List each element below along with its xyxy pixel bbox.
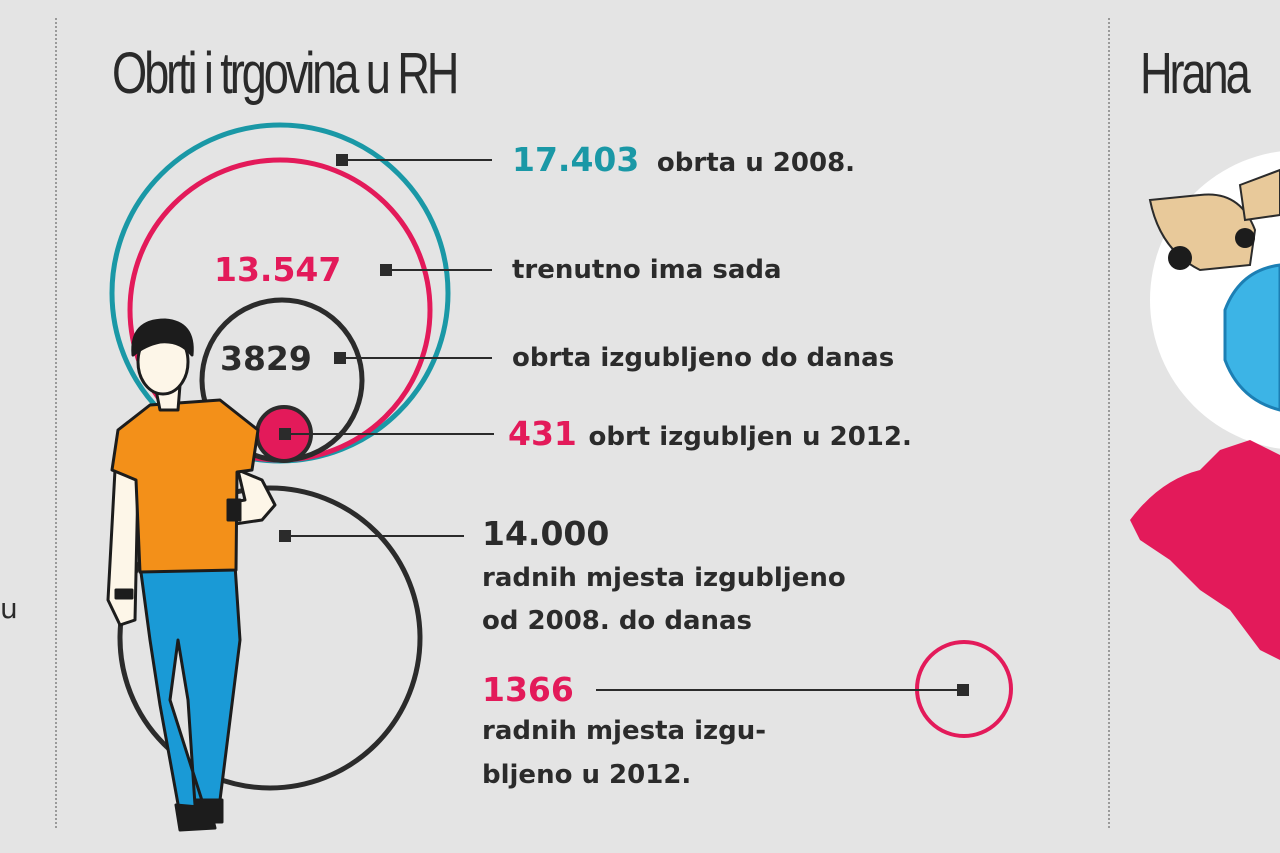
stat-2008-firms: 17.403 obrta u 2008. xyxy=(512,140,855,179)
left-panel-fragment: u xyxy=(0,592,18,625)
left-divider xyxy=(55,18,57,828)
stat-jobs-lost-2012-line2: bljeno u 2012. xyxy=(482,760,692,790)
stat-current-firms-text: trenutno ima sada xyxy=(512,255,782,285)
page-title: Obrti i trgovina u RH xyxy=(112,41,459,106)
stat-current-firms-value: 13.547 xyxy=(214,250,342,289)
stat-jobs-lost-line1: radnih mjesta izgubljeno xyxy=(482,563,846,593)
right-divider xyxy=(1108,18,1110,828)
stat-lost-2012: 431 obrt izgubljen u 2012. xyxy=(508,414,912,453)
right-panel-title-fragment: Hrana xyxy=(1140,41,1251,106)
stat-lost-firms-text: obrta izgubljeno do danas xyxy=(512,343,895,373)
man-illustration xyxy=(106,318,277,832)
stat-jobs-lost-value: 14.000 xyxy=(482,514,610,553)
stat-2008-firms-text: obrta u 2008. xyxy=(656,148,856,178)
right-panel-illustration xyxy=(1130,151,1280,660)
stat-jobs-lost-2012-line1: radnih mjesta izgu- xyxy=(482,716,767,746)
stat-lost-2012-value: 431 xyxy=(508,414,577,453)
stat-jobs-lost-2012-value: 1366 xyxy=(482,670,574,709)
stat-2008-firms-value: 17.403 xyxy=(512,140,640,179)
pointer-lines xyxy=(279,154,969,696)
stat-jobs-lost-line2: od 2008. do danas xyxy=(482,606,753,636)
stat-lost-firms-value: 3829 xyxy=(220,339,312,378)
stat-lost-2012-text: obrt izgubljen u 2012. xyxy=(588,422,912,452)
circle-jobs-lost xyxy=(117,485,423,791)
